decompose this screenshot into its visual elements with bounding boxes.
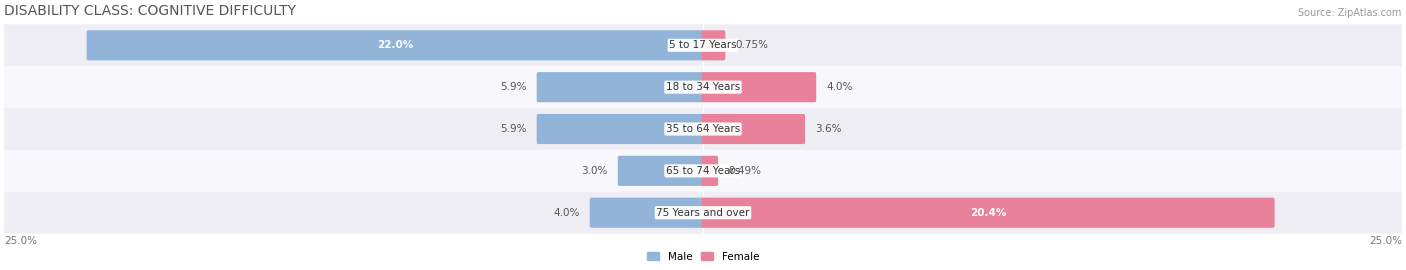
- Text: 0.75%: 0.75%: [735, 40, 768, 50]
- Text: 22.0%: 22.0%: [377, 40, 413, 50]
- FancyBboxPatch shape: [4, 192, 1402, 234]
- Text: 5.9%: 5.9%: [501, 124, 527, 134]
- Text: Source: ZipAtlas.com: Source: ZipAtlas.com: [1299, 8, 1402, 18]
- Text: 5.9%: 5.9%: [501, 82, 527, 92]
- Text: 35 to 64 Years: 35 to 64 Years: [666, 124, 740, 134]
- FancyBboxPatch shape: [537, 114, 704, 144]
- FancyBboxPatch shape: [4, 66, 1402, 108]
- Text: DISABILITY CLASS: COGNITIVE DIFFICULTY: DISABILITY CLASS: COGNITIVE DIFFICULTY: [4, 4, 297, 18]
- FancyBboxPatch shape: [617, 156, 704, 186]
- Text: 25.0%: 25.0%: [1369, 236, 1402, 246]
- Text: 20.4%: 20.4%: [970, 208, 1007, 218]
- FancyBboxPatch shape: [702, 198, 1275, 228]
- Text: 25.0%: 25.0%: [4, 236, 37, 246]
- Text: 3.6%: 3.6%: [815, 124, 841, 134]
- FancyBboxPatch shape: [4, 150, 1402, 192]
- Text: 75 Years and over: 75 Years and over: [657, 208, 749, 218]
- FancyBboxPatch shape: [537, 72, 704, 102]
- Text: 4.0%: 4.0%: [554, 208, 581, 218]
- FancyBboxPatch shape: [589, 198, 704, 228]
- Text: 18 to 34 Years: 18 to 34 Years: [666, 82, 740, 92]
- FancyBboxPatch shape: [87, 30, 704, 60]
- FancyBboxPatch shape: [4, 108, 1402, 150]
- Text: 5 to 17 Years: 5 to 17 Years: [669, 40, 737, 50]
- FancyBboxPatch shape: [702, 30, 725, 60]
- FancyBboxPatch shape: [4, 24, 1402, 66]
- FancyBboxPatch shape: [702, 114, 806, 144]
- Text: 3.0%: 3.0%: [582, 166, 607, 176]
- FancyBboxPatch shape: [702, 72, 817, 102]
- Text: 0.49%: 0.49%: [728, 166, 761, 176]
- Text: 65 to 74 Years: 65 to 74 Years: [666, 166, 740, 176]
- Text: 4.0%: 4.0%: [825, 82, 852, 92]
- FancyBboxPatch shape: [702, 156, 718, 186]
- Legend: Male, Female: Male, Female: [643, 248, 763, 266]
